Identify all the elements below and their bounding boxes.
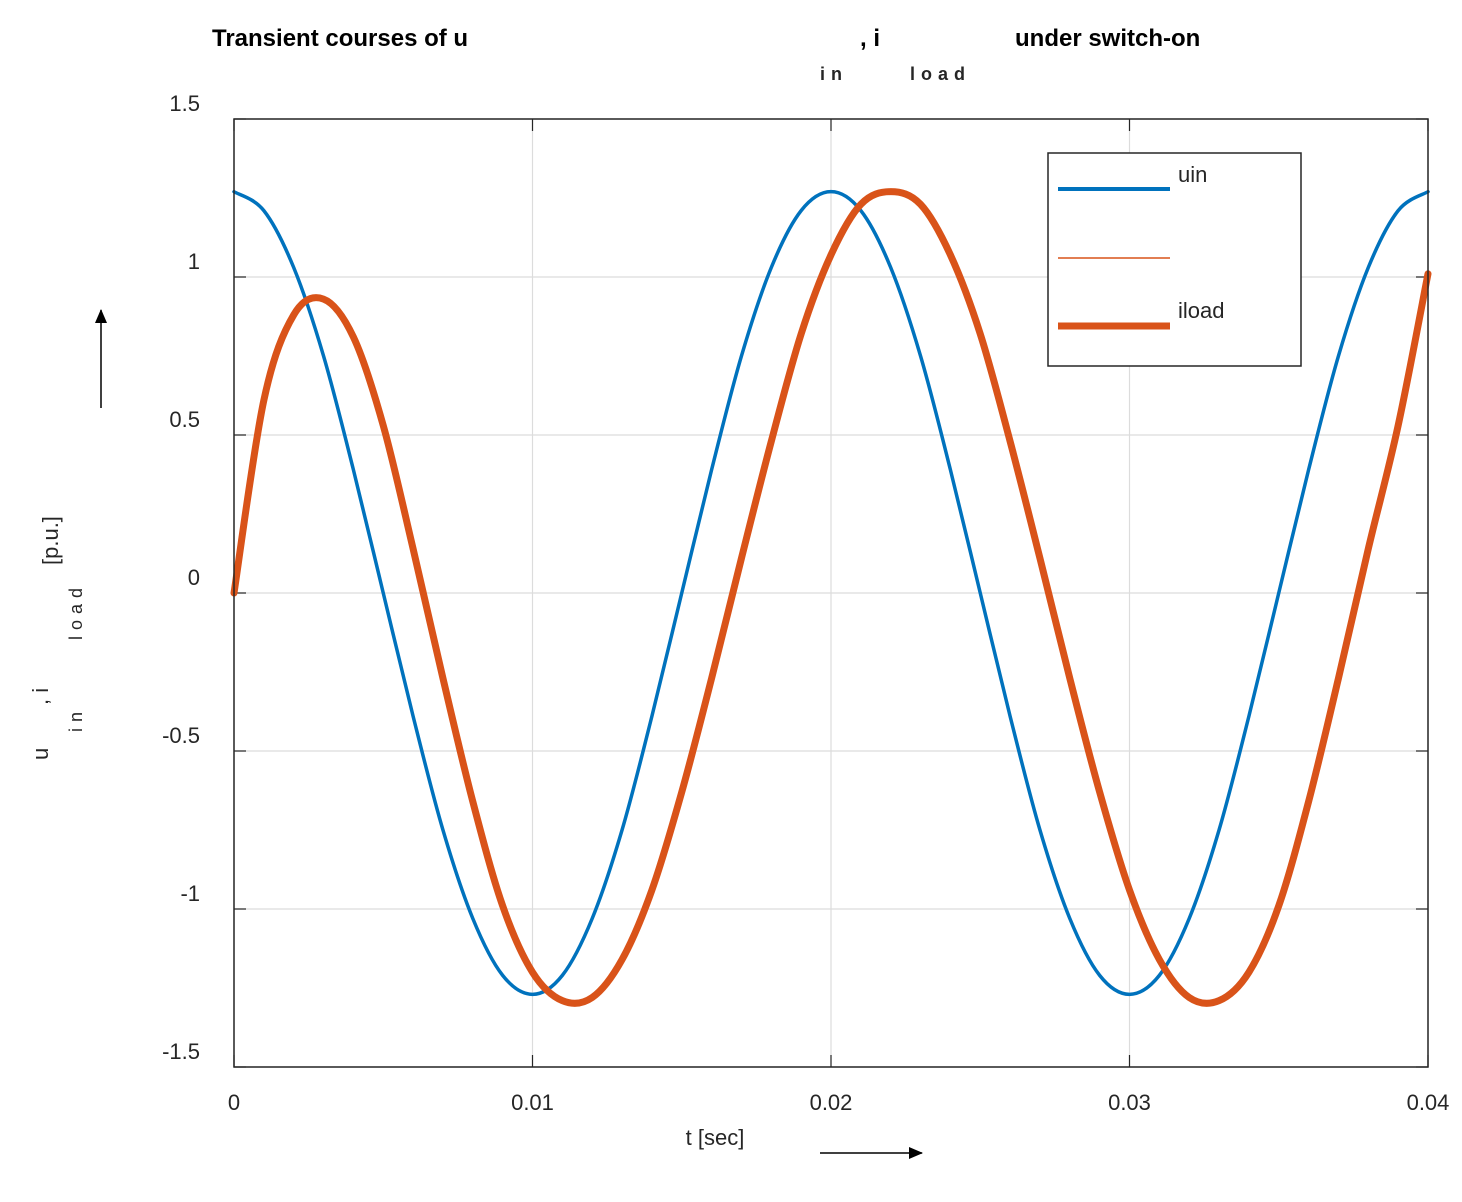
y-tick-label: -1 [180, 881, 200, 906]
chart-title: Transient courses of u , i under switch-… [212, 25, 1200, 84]
x-tick-label: 0.01 [511, 1090, 554, 1115]
y-label-subscript-load: load [66, 582, 86, 640]
y-tick-label: -1.5 [162, 1039, 200, 1064]
title-subscript-load: load [910, 64, 971, 84]
title-part3: under switch-on [1015, 25, 1200, 52]
y-label-subscript-in: in [66, 706, 86, 732]
y-tick-label: -0.5 [162, 723, 200, 748]
x-tick-label: 0.04 [1407, 1090, 1450, 1115]
title-part1: Transient courses of u [212, 25, 468, 52]
y-tick-labels: -1.5 -1 -0.5 0 0.5 1 1.5 [162, 91, 200, 1064]
series-line-uin [232, 189, 1430, 997]
x-tick-label: 0.03 [1108, 1090, 1151, 1115]
y-tick-label: 0.5 [169, 407, 200, 432]
x-tick-label: 0.02 [810, 1090, 853, 1115]
legend-label-iload: iload [1178, 298, 1224, 323]
x-tick-labels: 0 0.01 0.02 0.03 0.04 [228, 1090, 1450, 1115]
y-tick-label: 1 [188, 249, 200, 274]
y-axis-label: u , i in load [p.u.] [28, 516, 86, 760]
legend-box [1047, 152, 1302, 367]
title-subscript-in: in [820, 64, 848, 84]
y-label-i: , i [28, 688, 53, 705]
y-tick-label: 0 [188, 565, 200, 590]
series-line-iload [230, 188, 1432, 1007]
plot-frame [233, 118, 1429, 1068]
y-label-u: u [28, 748, 53, 760]
title-part2: , i [860, 25, 880, 52]
y-label-unit: [p.u.] [38, 516, 63, 565]
x-tick-label: 0 [228, 1090, 240, 1115]
legend: uin iload [1047, 152, 1302, 367]
y-tick-label: 1.5 [169, 91, 200, 116]
x-axis-label: t [sec] [686, 1125, 745, 1150]
legend-label-uin: uin [1178, 162, 1207, 187]
series-lines [230, 188, 1432, 1007]
